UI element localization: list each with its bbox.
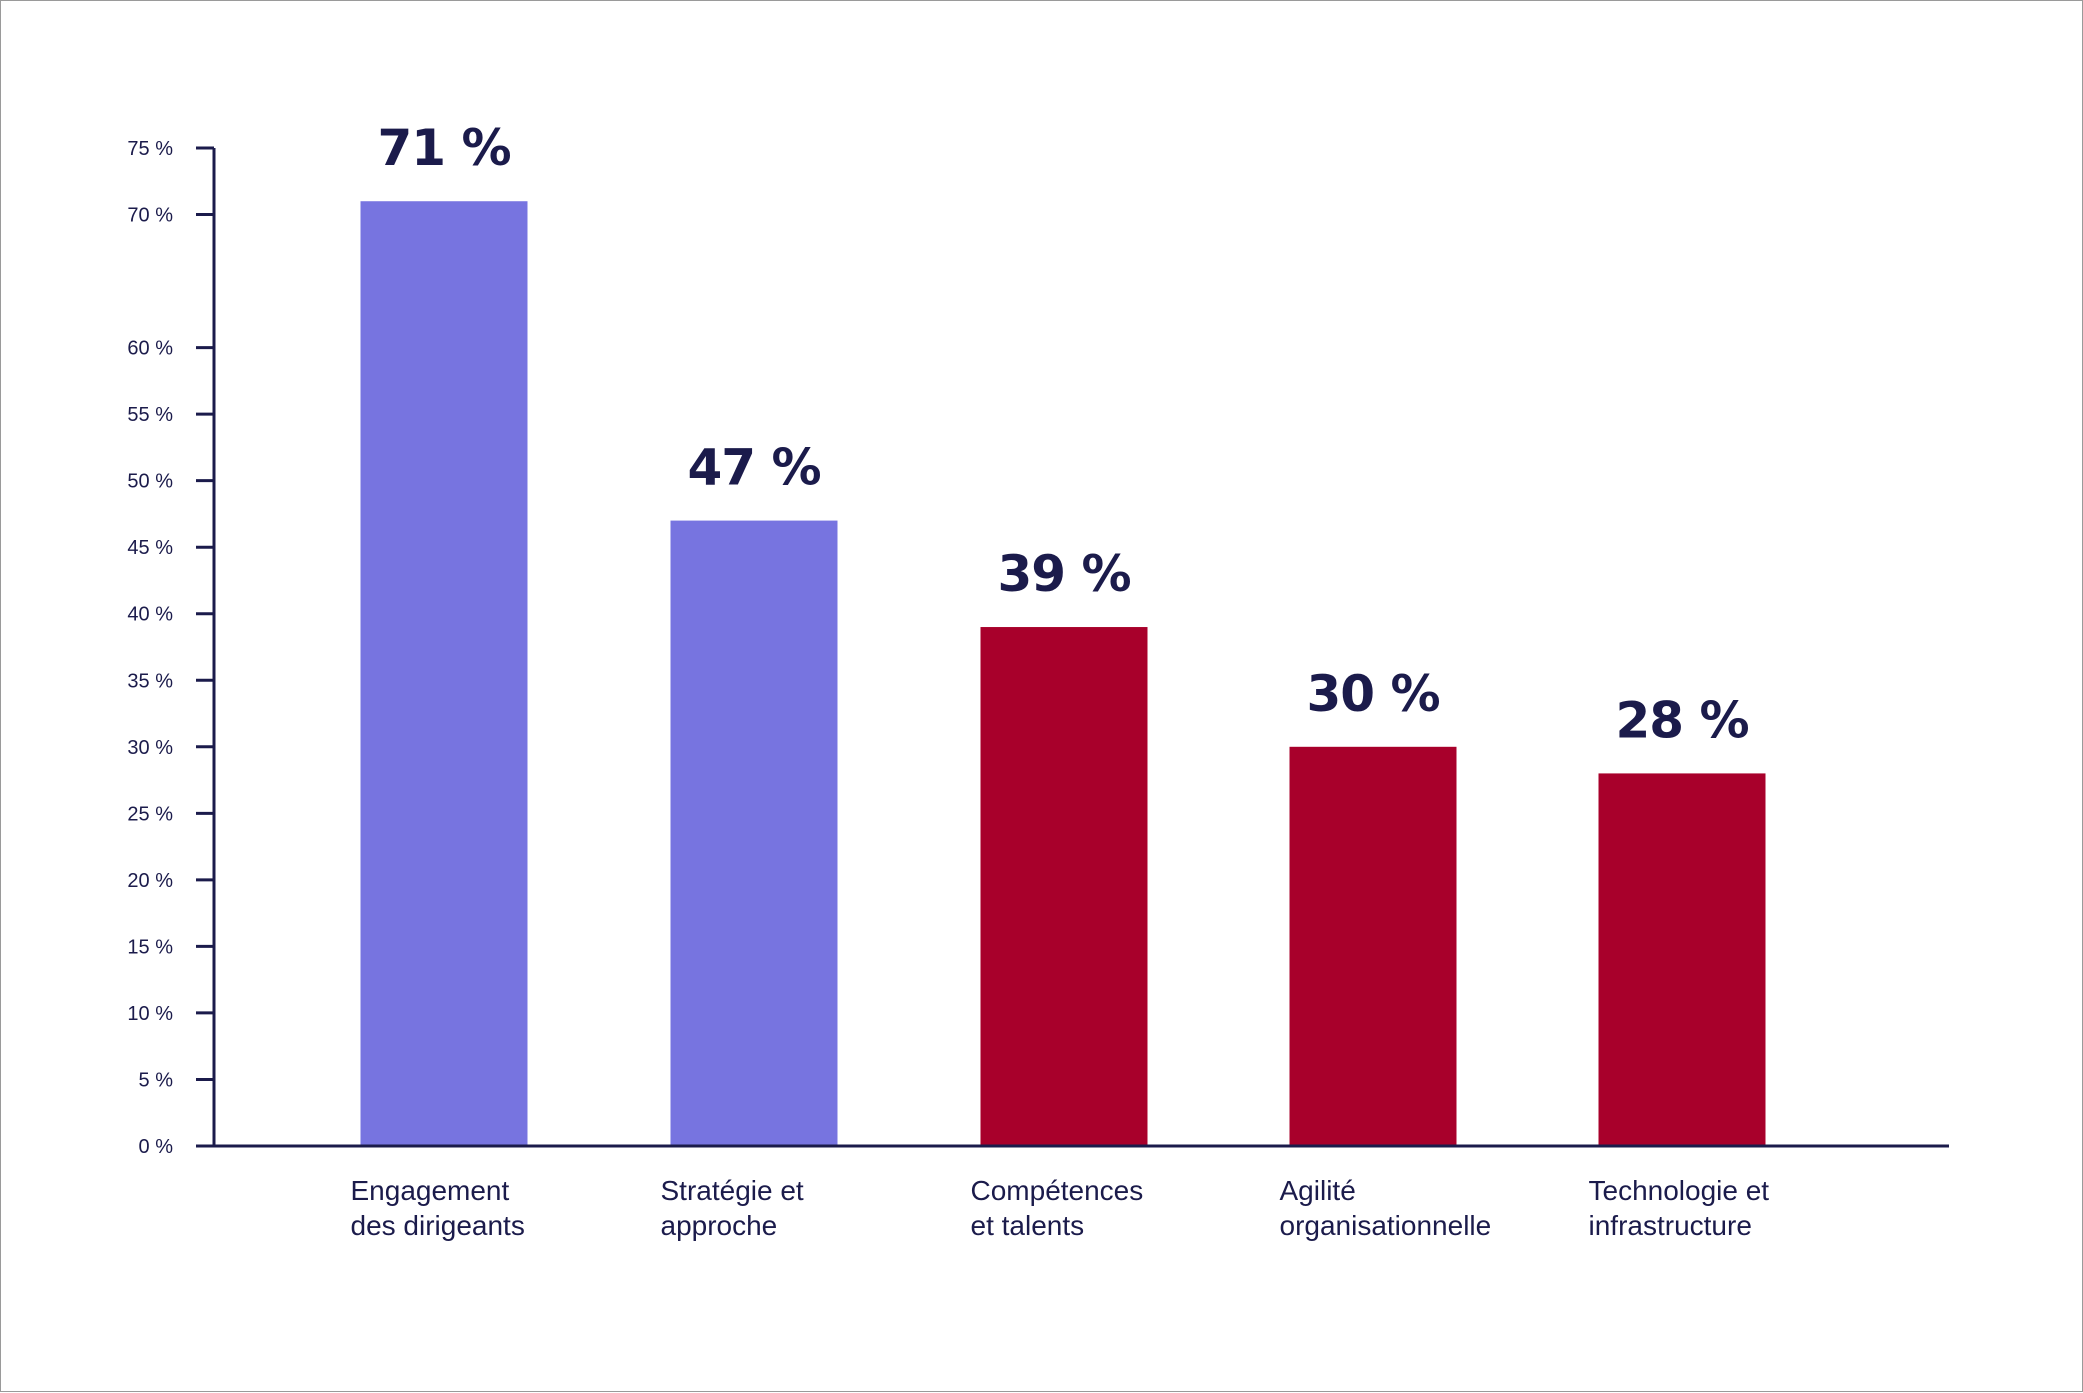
bar-value-label: 47 % (687, 439, 820, 497)
y-tick-label: 15 % (127, 936, 173, 958)
y-tick-label: 20 % (127, 870, 173, 892)
value-labels: 71 % 47 % 39 % 30 % 28 % (377, 119, 1749, 749)
y-axis-ticks: 0 % 5 % 10 % 15 % 20 % 25 % 30 % 35 % 40 % 45 % 50… (127, 138, 214, 1158)
y-tick-label: 25 % (127, 803, 173, 825)
y-tick-label: 5 % (139, 1069, 174, 1091)
bar-value-label: 39 % (997, 545, 1130, 603)
y-tick-label: 55 % (127, 404, 173, 426)
category-label: Agilité organisationnelle (1280, 1175, 1492, 1241)
y-tick-label: 35 % (127, 670, 173, 692)
category-label: Stratégie et approche (661, 1175, 804, 1241)
y-tick-label: 50 % (127, 471, 173, 493)
category-label: Technologie et infrastructure (1589, 1175, 1770, 1241)
y-tick-label: 60 % (127, 338, 173, 360)
bar-value-label: 30 % (1306, 665, 1439, 723)
y-tick-label: 45 % (127, 537, 173, 559)
y-tick-label: 40 % (127, 604, 173, 626)
y-tick-label: 10 % (127, 1003, 173, 1025)
bar-value-label: 28 % (1615, 691, 1748, 749)
bar (670, 520, 838, 1146)
bar (360, 201, 528, 1146)
bars (360, 201, 1766, 1146)
bar (1289, 746, 1457, 1146)
category-label: Compétences et talents (971, 1175, 1144, 1241)
category-label: Engagement des dirigeants (351, 1175, 525, 1241)
y-tick-label: 0 % (139, 1136, 174, 1158)
category-labels: Engagement des dirigeants Stratégie et appr… (351, 1175, 1770, 1241)
bar-value-label: 71 % (377, 119, 510, 177)
y-tick-label: 75 % (127, 138, 173, 160)
bar (980, 627, 1148, 1146)
bar (1598, 773, 1766, 1146)
y-tick-label: 30 % (127, 737, 173, 759)
y-tick-label: 70 % (127, 205, 173, 227)
